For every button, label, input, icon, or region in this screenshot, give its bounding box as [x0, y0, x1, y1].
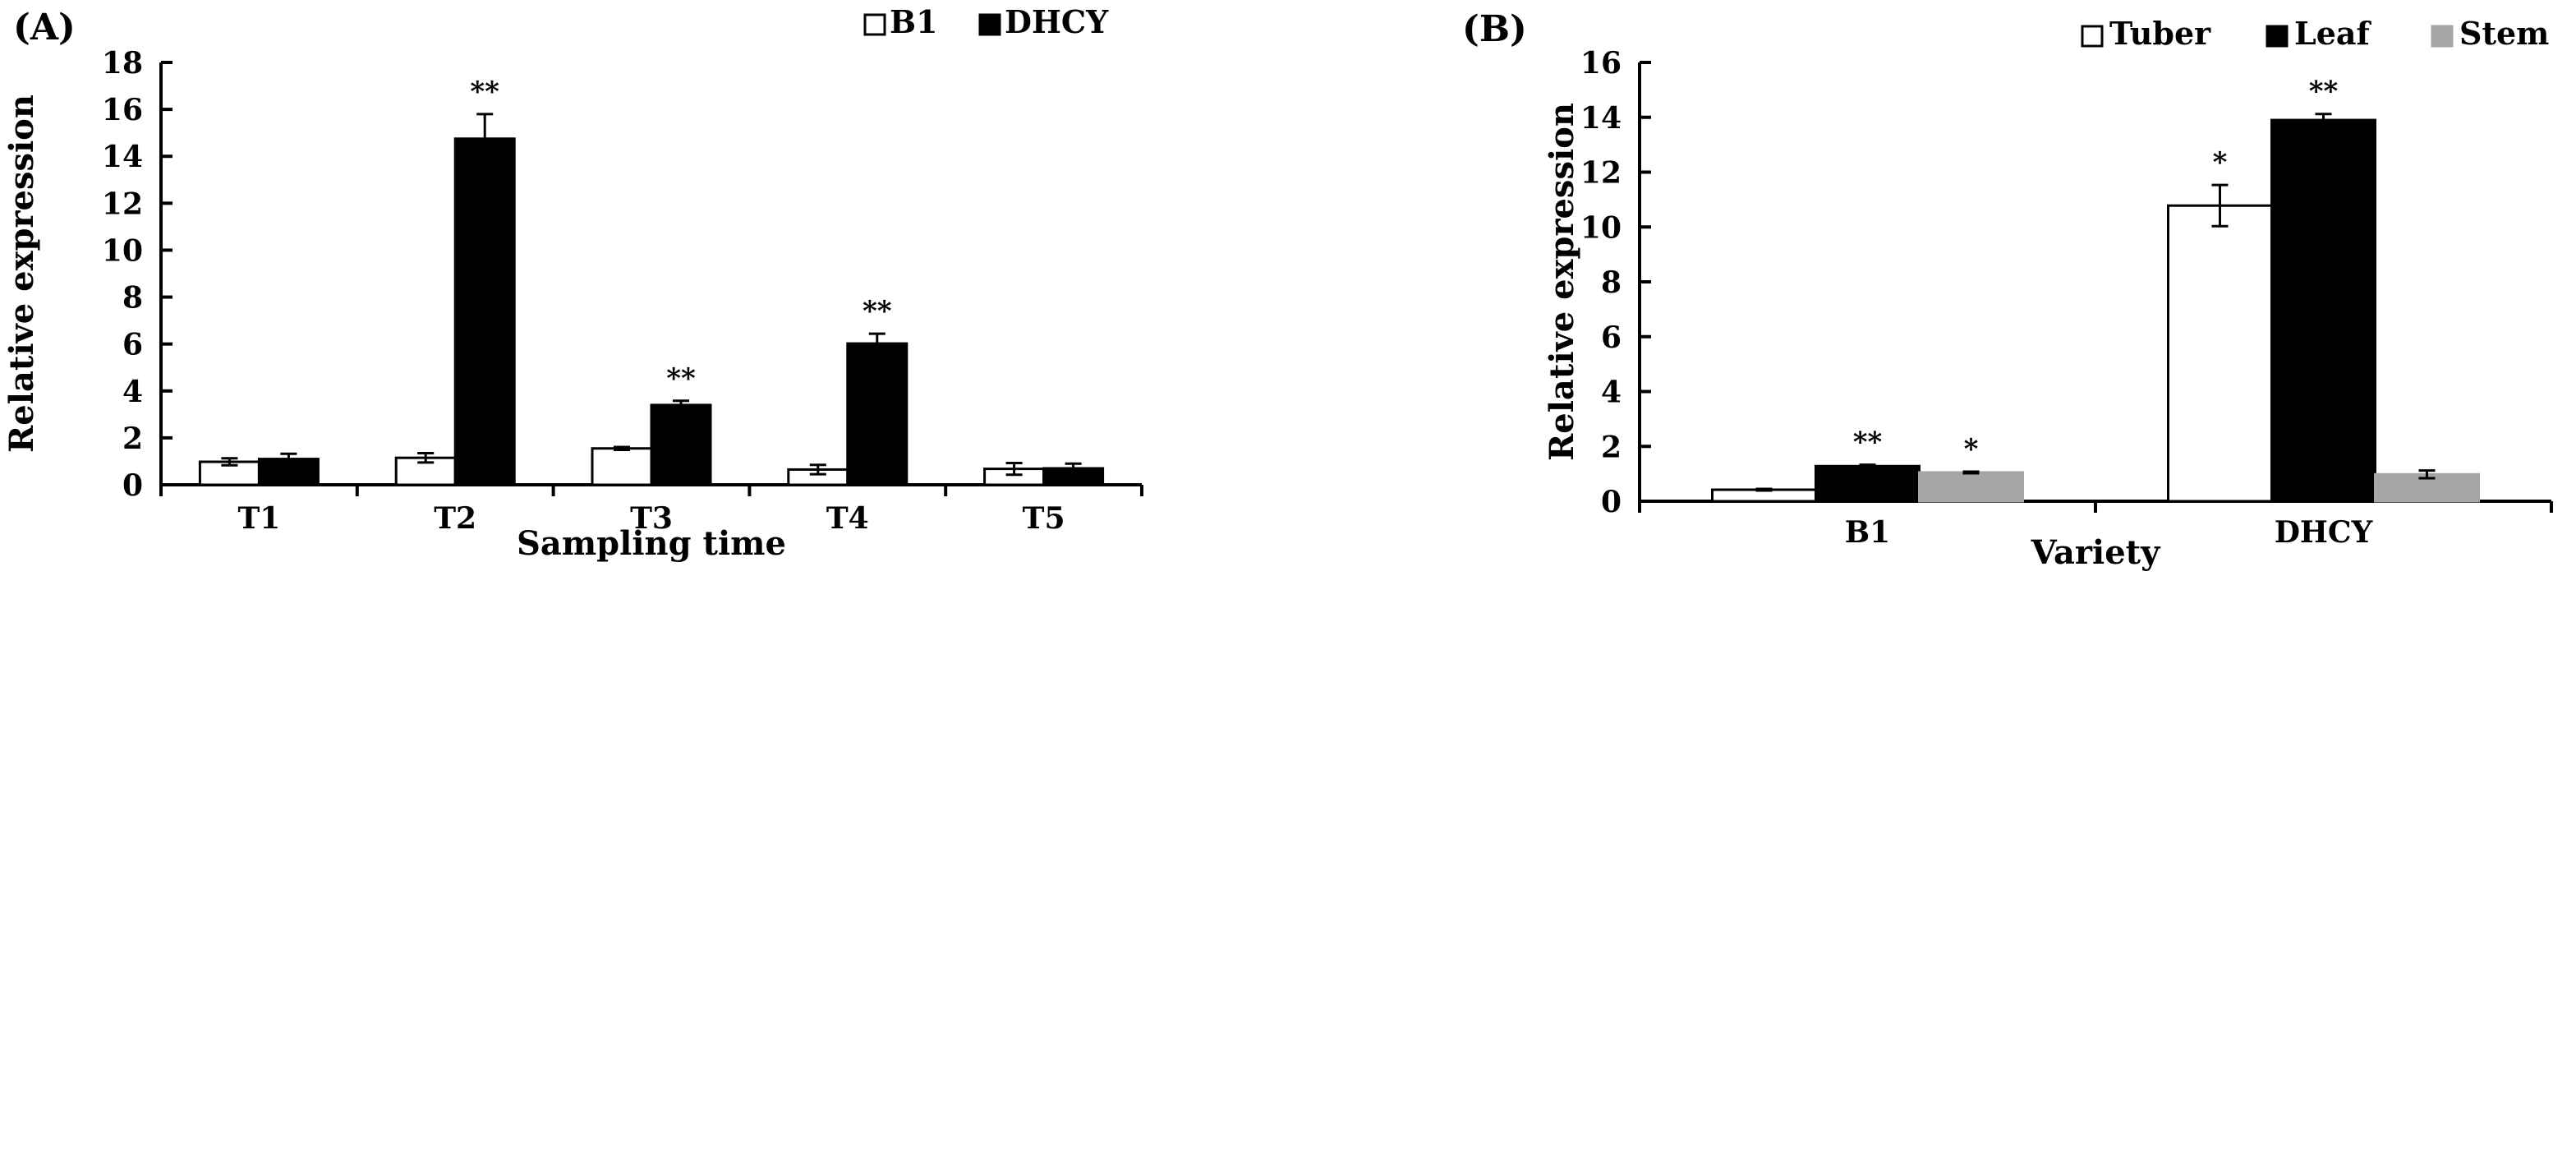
y-tick-label: 16 [102, 93, 143, 127]
y-tick-label: 8 [122, 281, 143, 316]
significance-label: ** [470, 76, 499, 108]
panel-a: (A) 0 2 4 6 8 10 12 14 16 18 T1 ** T2 ** T3 ** T4 T5 Sampli… [2, 3, 1143, 563]
y-tick-label: 6 [122, 328, 143, 362]
panel-label: (A) [13, 7, 76, 48]
y-axis-title: Relative expression [1543, 103, 1581, 461]
y-tick-label: 12 [102, 187, 143, 221]
y-tick-label: 4 [122, 375, 143, 409]
y-tick-label: 0 [1601, 485, 1622, 519]
bar [1918, 471, 2024, 503]
significance-label: ** [862, 295, 892, 328]
x-tick-label: T4 [826, 501, 869, 536]
y-tick-label: 10 [1580, 210, 1622, 245]
panel-label: (B) [1462, 8, 1527, 50]
y-tick-label: 2 [1601, 430, 1622, 464]
x-tick-label: B1 [1845, 515, 1890, 550]
y-tick-label: 12 [1580, 156, 1622, 191]
x-tick-label: T5 [1023, 501, 1065, 536]
significance-label: * [2213, 146, 2228, 179]
y-tick-label: 0 [122, 468, 143, 503]
legend-label: DHCY [1005, 3, 1109, 40]
x-tick-label: T3 [630, 501, 673, 536]
y-tick-label: 8 [1601, 265, 1622, 300]
significance-label: ** [666, 362, 696, 395]
bar [650, 403, 712, 486]
significance-label: ** [1853, 426, 1883, 459]
bar [2167, 204, 2273, 503]
bar [453, 137, 516, 486]
legend-swatch [863, 13, 886, 36]
legend-swatch [2431, 25, 2454, 48]
y-tick-label: 16 [1580, 46, 1622, 81]
y-tick-label: 10 [102, 233, 143, 268]
legend-swatch [2266, 25, 2288, 48]
bar [1815, 464, 1920, 503]
y-tick-label: 14 [102, 140, 143, 174]
legend-swatch [2081, 25, 2104, 48]
bar [846, 342, 908, 486]
x-axis-title: Variety [2031, 533, 2161, 572]
y-tick-label: 4 [1601, 376, 1622, 410]
x-axis-title: Sampling time [517, 524, 786, 563]
bar [2270, 118, 2376, 503]
y-axis-title: Relative expression [2, 94, 41, 453]
x-tick-label: T1 [237, 501, 280, 536]
y-tick-label: 14 [1580, 101, 1622, 136]
y-tick-label: 6 [1601, 320, 1622, 355]
significance-label: * [1964, 433, 1979, 466]
x-tick-label: DHCY [2275, 515, 2374, 550]
legend-swatch [978, 13, 1001, 36]
legend-label: B1 [890, 3, 938, 40]
significance-label: ** [2309, 76, 2339, 108]
legend-label: Stem [2459, 15, 2549, 52]
y-tick-label: 18 [102, 46, 143, 81]
y-tick-label: 2 [122, 422, 143, 456]
x-tick-label: T2 [434, 501, 476, 536]
bar [591, 447, 653, 486]
legend-label: Tuber [2109, 15, 2211, 52]
legend-label: Leaf [2294, 15, 2372, 52]
